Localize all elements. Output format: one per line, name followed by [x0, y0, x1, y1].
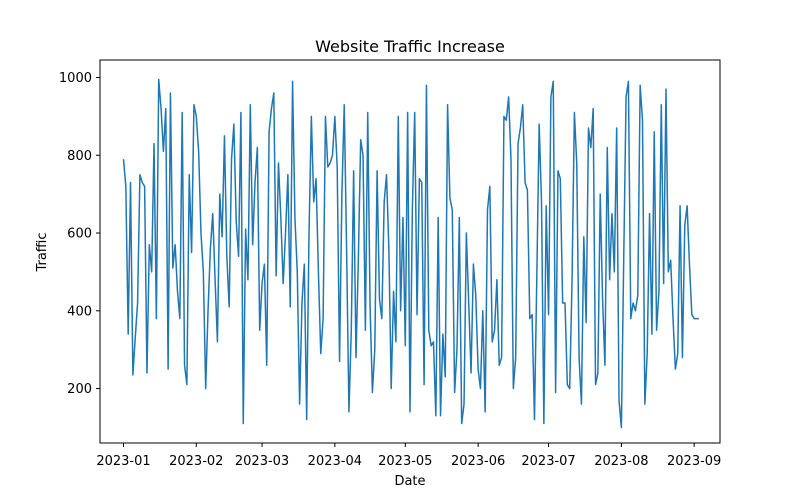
y-tick-label: 200	[67, 382, 92, 397]
y-axis: 200 400 600 800 1000	[59, 71, 100, 397]
x-axis-label: Date	[394, 474, 425, 489]
x-tick-label: 2023-01	[96, 454, 150, 469]
x-tick-label: 2023-09	[667, 454, 721, 469]
y-tick-label: 600	[67, 227, 92, 242]
series-line-0	[122, 78, 699, 429]
y-tick-label: 1000	[59, 71, 92, 86]
y-axis-label: Traffic	[35, 232, 50, 272]
x-axis: 2023-01 2023-02 2023-03 2023-04 2023-05 2023-…	[96, 443, 721, 469]
x-tick-label: 2023-04	[308, 454, 362, 469]
x-tick-label: 2023-06	[451, 454, 505, 469]
x-tick-label: 2023-02	[169, 454, 223, 469]
x-tick-label: 2023-08	[594, 454, 648, 469]
axes-frame	[99, 59, 721, 444]
plot-area	[122, 78, 699, 429]
y-tick-label: 400	[67, 304, 92, 319]
x-tick-label: 2023-05	[378, 454, 432, 469]
x-tick-label: 2023-03	[235, 454, 289, 469]
y-tick-label: 800	[67, 149, 92, 164]
chart-title: Website Traffic Increase	[315, 37, 505, 56]
x-tick-label: 2023-07	[521, 454, 575, 469]
